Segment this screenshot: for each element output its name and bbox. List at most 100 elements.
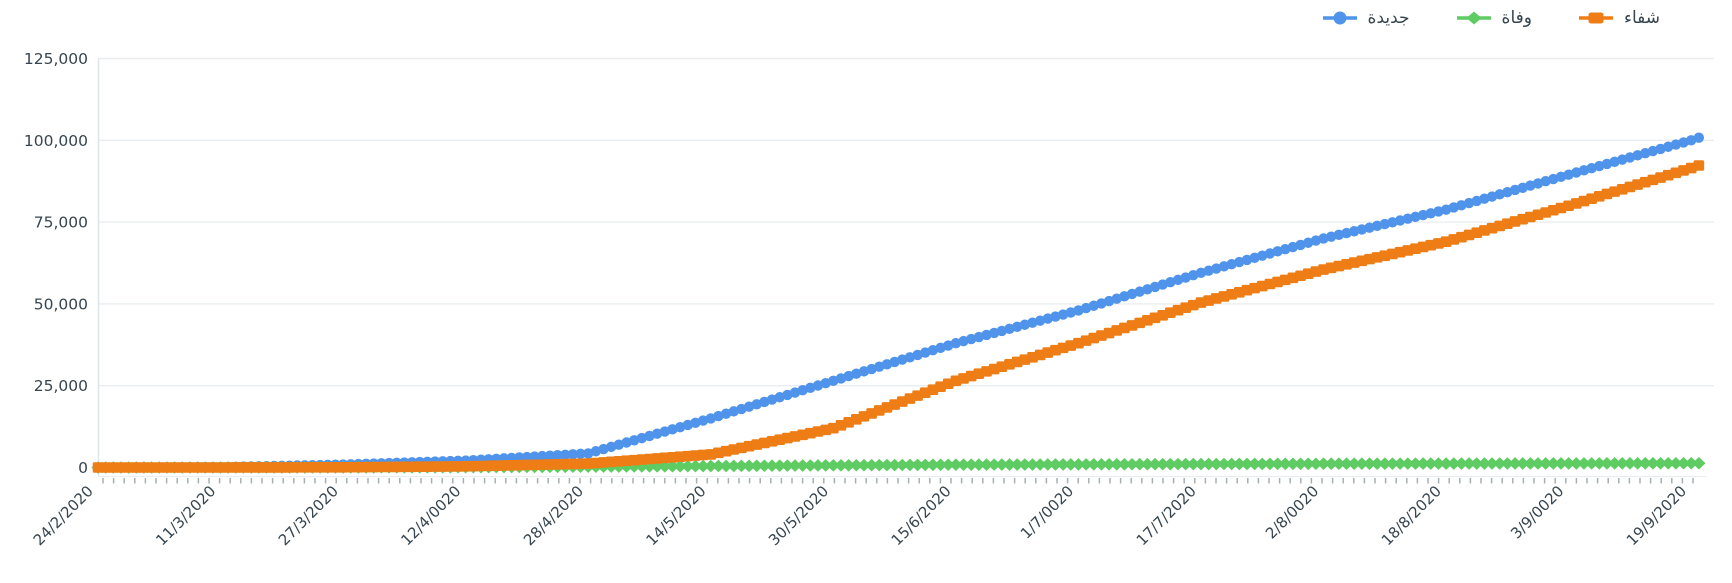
marker-diamond xyxy=(1232,457,1246,471)
marker-circle xyxy=(1693,132,1705,143)
marker-diamond xyxy=(1324,457,1338,471)
marker-circle xyxy=(560,449,571,460)
marker-diamond xyxy=(1194,457,1208,471)
marker-diamond xyxy=(773,459,787,472)
marker-diamond xyxy=(834,459,848,472)
marker-diamond xyxy=(1025,458,1040,471)
marker-circle xyxy=(521,451,533,463)
marker-diamond xyxy=(1286,457,1300,471)
marker-diamond xyxy=(1002,458,1017,471)
marker-diamond xyxy=(1293,457,1308,471)
marker-diamond xyxy=(757,459,771,473)
marker-diamond xyxy=(765,459,779,473)
x-tick-label: 11/3/2020 xyxy=(152,482,219,549)
marker-diamond xyxy=(780,459,794,472)
marker-diamond xyxy=(1493,457,1507,470)
x-tick-label: 18/8/2020 xyxy=(1378,482,1445,549)
legend-marker-shape xyxy=(1333,11,1347,25)
marker-diamond xyxy=(1401,457,1415,470)
marker-circle xyxy=(575,448,586,460)
marker-diamond xyxy=(1209,457,1223,471)
marker-diamond xyxy=(1225,457,1239,471)
marker-diamond xyxy=(1516,457,1530,470)
marker-diamond xyxy=(1393,457,1407,470)
chart-legend: جديدة وفاة شفاء xyxy=(1322,8,1660,28)
marker-diamond xyxy=(941,458,955,472)
marker-diamond xyxy=(1485,457,1499,470)
marker-diamond xyxy=(803,459,817,472)
marker-diamond xyxy=(1439,457,1453,470)
marker-diamond xyxy=(1247,457,1262,471)
marker-diamond xyxy=(979,458,994,471)
legend-item-recovered[interactable]: شفاء xyxy=(1578,8,1660,28)
marker-diamond xyxy=(1117,457,1131,471)
marker-diamond xyxy=(788,459,802,472)
legend-item-new-cases[interactable]: جديدة xyxy=(1322,8,1410,28)
x-tick-label: 3/9/0020 xyxy=(1507,482,1567,542)
marker-diamond xyxy=(1171,457,1185,471)
x-tick-label: 17/7/2020 xyxy=(1133,482,1200,549)
marker-diamond xyxy=(1133,457,1147,471)
series-line-recovered xyxy=(98,164,1700,469)
marker-diamond xyxy=(1056,458,1070,471)
marker-diamond xyxy=(796,459,810,472)
marker-diamond xyxy=(1630,457,1645,470)
marker-diamond xyxy=(1316,457,1331,471)
legend-item-deaths[interactable]: وفاة xyxy=(1456,8,1532,28)
marker-diamond xyxy=(696,459,710,473)
marker-diamond xyxy=(964,458,978,471)
marker-diamond xyxy=(1018,458,1032,471)
marker-diamond xyxy=(1470,457,1484,470)
marker-diamond xyxy=(688,459,703,473)
marker-diamond xyxy=(1508,457,1522,470)
x-tick-label: 27/3/2020 xyxy=(275,482,342,549)
marker-diamond xyxy=(1179,457,1193,471)
marker-diamond xyxy=(933,458,948,472)
marker-diamond xyxy=(1094,458,1109,471)
marker-diamond xyxy=(1186,457,1200,471)
marker-diamond xyxy=(910,458,925,472)
legend-marker-square-icon xyxy=(1578,12,1613,24)
marker-diamond xyxy=(1071,458,1086,471)
marker-diamond xyxy=(926,458,940,472)
marker-diamond xyxy=(1309,457,1323,471)
marker-diamond xyxy=(972,458,986,471)
marker-diamond xyxy=(880,458,894,472)
legend-label: شفاء xyxy=(1623,8,1660,28)
series-line-new-cases xyxy=(98,136,1700,469)
marker-diamond xyxy=(1385,457,1400,470)
marker-diamond xyxy=(1378,457,1392,470)
marker-diamond xyxy=(1615,457,1629,470)
marker-diamond xyxy=(1087,458,1101,471)
marker-diamond xyxy=(1156,457,1170,471)
x-tick-label: 30/5/2020 xyxy=(765,482,832,549)
marker-diamond xyxy=(819,459,833,472)
marker-diamond xyxy=(673,459,687,473)
y-tick-label: 0 xyxy=(78,459,88,477)
legend-marker-diamond-icon xyxy=(1456,11,1491,25)
y-tick-label: 25,000 xyxy=(34,377,88,395)
marker-diamond xyxy=(1577,457,1591,470)
marker-diamond xyxy=(627,460,641,473)
marker-diamond xyxy=(1140,457,1154,471)
marker-diamond xyxy=(1462,457,1476,470)
marker-diamond xyxy=(1531,457,1545,470)
legend-label: وفاة xyxy=(1501,8,1532,28)
y-tick-label: 100,000 xyxy=(24,132,88,150)
series-recovered xyxy=(92,160,1705,473)
marker-circle xyxy=(567,449,579,460)
marker-diamond xyxy=(1585,457,1599,470)
y-tick-label: 50,000 xyxy=(34,295,88,313)
marker-circle xyxy=(529,451,540,462)
marker-diamond xyxy=(1692,456,1706,470)
x-tick-label: 28/4/2020 xyxy=(520,482,587,549)
marker-diamond xyxy=(727,459,741,473)
marker-diamond xyxy=(1554,457,1568,470)
series-new-cases xyxy=(92,132,1705,473)
marker-circle xyxy=(552,450,563,461)
marker-diamond xyxy=(1539,457,1553,470)
marker-diamond xyxy=(1048,458,1063,471)
marker-diamond xyxy=(872,458,886,472)
legend-label: جديدة xyxy=(1367,8,1410,28)
x-tick-label: 15/6/2020 xyxy=(888,482,955,549)
